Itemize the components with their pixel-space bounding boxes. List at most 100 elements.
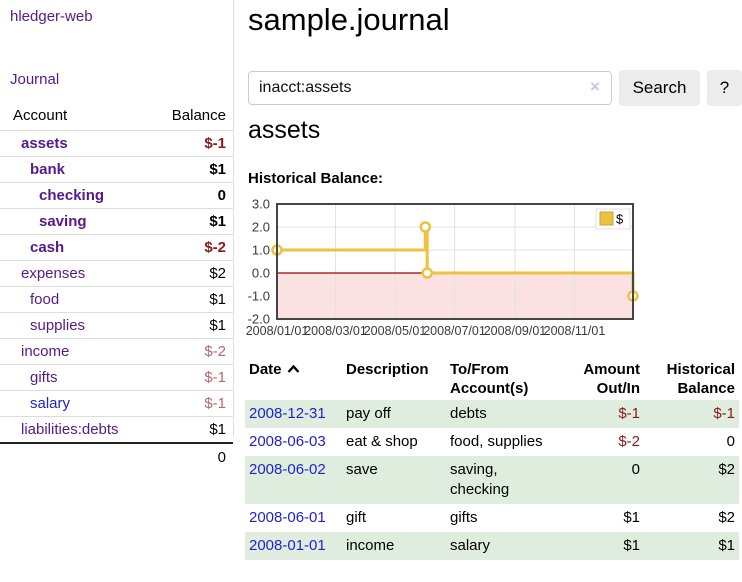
transaction-date-link[interactable]: 2008-01-01 [249, 537, 326, 554]
accounts-column-balance: Balance [153, 100, 233, 131]
account-link[interactable]: gifts [30, 369, 58, 386]
sort-ascending-icon[interactable] [287, 364, 300, 374]
account-name-cell: income [0, 338, 154, 365]
x-tick-label: 2008/03/01 [304, 324, 367, 338]
accounts-cell: salary [450, 537, 491, 554]
y-tick-label: 3.0 [252, 197, 270, 212]
transaction-date-link[interactable]: 2008-12-31 [249, 405, 326, 422]
account-row: salary $-1 [0, 390, 233, 417]
historical-balance-chart: 2008/01/012008/03/012008/05/012008/07/01… [246, 197, 639, 338]
transaction-row: 2008-06-03 eat & shop food, supplies $-2 0 [245, 428, 739, 456]
transaction-date-link[interactable]: 2008-06-01 [249, 509, 326, 526]
account-name-cell: salary [0, 390, 154, 417]
account-balance: $1 [153, 312, 233, 339]
accounts-header-row: Account Balance [0, 100, 233, 131]
description-cell: income [346, 537, 395, 554]
account-row: income $-2 [0, 338, 233, 365]
sidebar-total-balance: 0 [153, 442, 233, 471]
account-balance: $2 [153, 260, 233, 287]
clear-search-icon[interactable]: × [590, 77, 600, 96]
account-row: food $1 [0, 286, 233, 313]
column-historical-balance: Historical Balance [666, 361, 735, 397]
account-link[interactable]: expenses [21, 265, 86, 282]
account-name-cell: checking [0, 182, 154, 209]
account-balance: $1 [153, 416, 233, 444]
brand-link[interactable]: hledger-web [10, 8, 93, 25]
x-tick-label: 2008/01/01 [246, 324, 309, 338]
transaction-date-link[interactable]: 2008-06-02 [249, 461, 326, 478]
account-link[interactable]: supplies [30, 317, 86, 334]
date-cell: 2008-06-02 [245, 456, 342, 504]
account-balance: $-2 [153, 234, 233, 261]
column-amount: Amount Out/In [583, 361, 640, 397]
account-link[interactable]: food [30, 291, 60, 308]
account-row: expenses $2 [0, 260, 233, 287]
account-row: gifts $-1 [0, 364, 233, 391]
account-link[interactable]: income [21, 343, 70, 360]
account-link[interactable]: liabilities:debts [21, 421, 119, 438]
amount-cell: $1 [623, 509, 640, 526]
search-form: × Search ? [248, 70, 742, 106]
accounts-cell: gifts [450, 509, 478, 526]
plot-border [276, 203, 634, 320]
data-point-marker [421, 267, 433, 279]
data-point-marker [419, 221, 432, 233]
search-input[interactable] [248, 71, 612, 105]
account-row: supplies $1 [0, 312, 233, 339]
description-cell: gift [346, 509, 367, 526]
balance-cell: 0 [726, 433, 735, 450]
transaction-row: 2008-01-01 income salary $1 $1 [245, 532, 739, 560]
accounts-cell: food, supplies [450, 433, 543, 450]
help-button[interactable]: ? [707, 70, 742, 106]
x-tick-label: 2008/09/01 [484, 324, 547, 338]
balance-cell: $-1 [713, 405, 735, 422]
account-name-cell: gifts [0, 364, 154, 391]
account-name-cell: saving [0, 208, 154, 235]
chart-label: Historical Balance: [248, 170, 384, 187]
column-date-label: Date [249, 361, 282, 378]
balance-cell: $2 [718, 461, 735, 478]
date-cell: 2008-12-31 [245, 400, 342, 428]
account-row: cash $-2 [0, 234, 233, 261]
account-link[interactable]: checking [39, 187, 105, 204]
date-cell: 2008-06-01 [245, 504, 342, 532]
account-row: checking 0 [0, 182, 233, 209]
account-row: bank $1 [0, 156, 233, 183]
account-link[interactable]: cash [30, 239, 65, 256]
sidebar-item-journal[interactable]: Journal [10, 71, 60, 88]
spacer-cell [0, 442, 154, 471]
amount-cell: 0 [631, 461, 640, 478]
account-name-cell: supplies [0, 312, 154, 339]
y-tick-label: -1.0 [248, 289, 270, 304]
date-cell: 2008-01-01 [245, 532, 342, 560]
account-name-cell: assets [0, 130, 154, 157]
account-link[interactable]: assets [21, 135, 68, 152]
account-balance: $-1 [153, 364, 233, 391]
account-name-cell: bank [0, 156, 154, 183]
account-balance: 0 [153, 182, 233, 209]
y-tick-label: 2.0 [252, 220, 270, 235]
column-date[interactable]: Date [245, 358, 342, 400]
search-button[interactable]: Search [619, 70, 700, 106]
account-link[interactable]: bank [30, 161, 66, 178]
register-header-row: Date Description To/From Account(s) Amou… [245, 358, 739, 400]
y-tick-label: 0.0 [252, 266, 270, 281]
description-cell: save [346, 461, 378, 478]
section-title: assets [248, 116, 321, 144]
column-tofrom-accounts: To/From Account(s) [450, 361, 529, 397]
account-balance: $-1 [153, 130, 233, 157]
account-name-cell: cash [0, 234, 154, 261]
account-link[interactable]: salary [30, 395, 71, 412]
transaction-date-link[interactable]: 2008-06-03 [249, 433, 326, 450]
balance-cell: $1 [718, 537, 735, 554]
page-title: sample.journal [248, 2, 450, 37]
y-tick-label: 1.0 [252, 243, 270, 258]
x-tick-label: 2008/07/01 [423, 324, 486, 338]
account-name-cell: liabilities:debts [0, 416, 154, 444]
account-balance: $-1 [153, 390, 233, 417]
account-balance: $-2 [153, 338, 233, 365]
amount-cell: $-2 [618, 433, 640, 450]
description-cell: pay off [346, 405, 391, 422]
account-link[interactable]: saving [39, 213, 87, 230]
y-tick-label: -2.0 [248, 312, 270, 327]
